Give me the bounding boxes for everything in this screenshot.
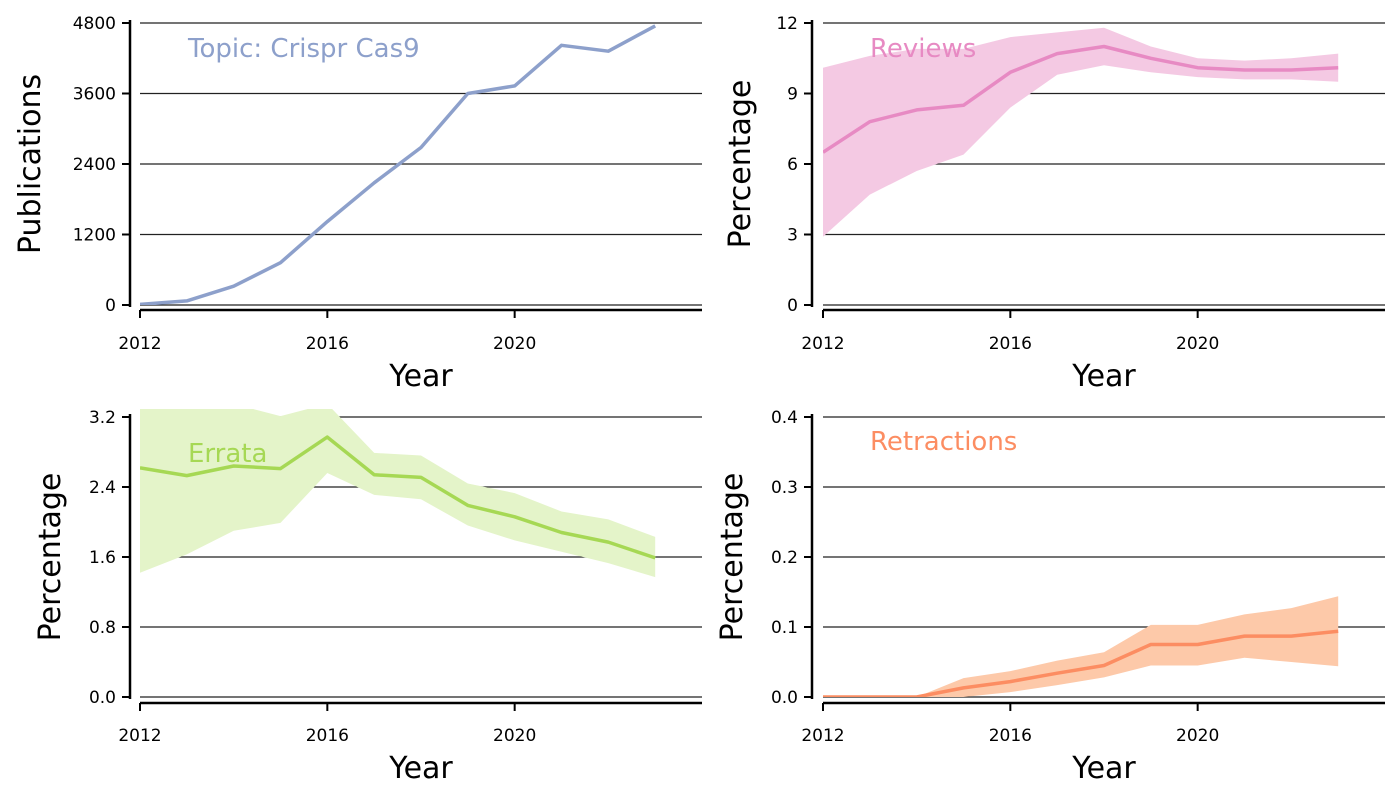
y-tick-label: 0.2 — [771, 548, 798, 568]
confidence-band — [823, 596, 1339, 697]
y-tick-label: 12 — [776, 14, 798, 34]
y-tick-label: 1.6 — [89, 548, 116, 568]
series-line — [823, 629, 1339, 697]
panel-retractions: 0.0 0.1 0.2 0.3 0.4 2012 2016 2020 Year Percentag… — [715, 408, 1385, 786]
x-axis-label: Year — [1071, 751, 1136, 786]
y-axis-label: Percentage — [715, 473, 750, 642]
series-line — [140, 24, 657, 305]
x-tick-label: 2016 — [306, 334, 349, 354]
y-tick-label: 0 — [105, 296, 116, 316]
y-axis-label: Percentage — [723, 80, 758, 249]
y-tick-label: 0.1 — [771, 618, 798, 638]
x-tick-label: 2016 — [989, 726, 1032, 746]
y-tick-label: 0.0 — [89, 688, 116, 708]
x-tick-label: 2012 — [118, 726, 161, 746]
y-tick-label: 0.0 — [771, 688, 798, 708]
y-tick-label: 6 — [787, 155, 798, 175]
y-tick-label: 3 — [787, 226, 798, 246]
panel-annotation: Topic: Crispr Cas9 — [187, 34, 420, 64]
x-tick-label: 2020 — [1176, 726, 1219, 746]
y-tick-label: 3600 — [73, 85, 116, 105]
panel-publications: 0 1200 2400 3600 4800 2012 2016 2020 Year Publica… — [13, 14, 702, 394]
y-tick-label: 3.2 — [89, 408, 116, 428]
y-tick-label: 0 — [787, 296, 798, 316]
y-tick-label: 0.4 — [771, 408, 798, 428]
panel-errata: 0.0 0.8 1.6 2.4 3.2 2012 2016 2020 Year Percentag… — [33, 408, 702, 786]
panel-reviews: 0 3 6 9 12 2012 2016 2020 Year Percentage Reviews — [723, 14, 1385, 394]
confidence-band — [823, 27, 1339, 237]
x-tick-label: 2020 — [1176, 334, 1219, 354]
panel-annotation: Errata — [188, 439, 267, 469]
y-axis-label: Percentage — [33, 473, 68, 642]
series-line — [823, 44, 1339, 154]
x-tick-label: 2020 — [493, 726, 536, 746]
y-tick-label: 2.4 — [89, 478, 116, 498]
x-axis-label: Year — [1071, 359, 1136, 394]
x-tick-label: 2012 — [801, 726, 844, 746]
x-tick-label: 2016 — [306, 726, 349, 746]
x-tick-label: 2020 — [493, 334, 536, 354]
y-tick-label: 0.3 — [771, 478, 798, 498]
panel-annotation: Retractions — [870, 427, 1017, 457]
x-tick-label: 2016 — [989, 334, 1032, 354]
y-tick-label: 4800 — [73, 14, 116, 34]
y-tick-label: 2400 — [73, 155, 116, 175]
x-axis-label: Year — [388, 751, 453, 786]
y-tick-label: 9 — [787, 85, 798, 105]
y-axis-label: Publications — [13, 74, 48, 254]
y-tick-label: 1200 — [73, 226, 116, 246]
confidence-band — [140, 409, 656, 578]
x-axis-label: Year — [388, 359, 453, 394]
series-line — [140, 435, 656, 560]
y-tick-label: 0.8 — [89, 618, 116, 638]
x-tick-label: 2012 — [801, 334, 844, 354]
panel-annotation: Reviews — [870, 34, 976, 64]
x-tick-label: 2012 — [118, 334, 161, 354]
